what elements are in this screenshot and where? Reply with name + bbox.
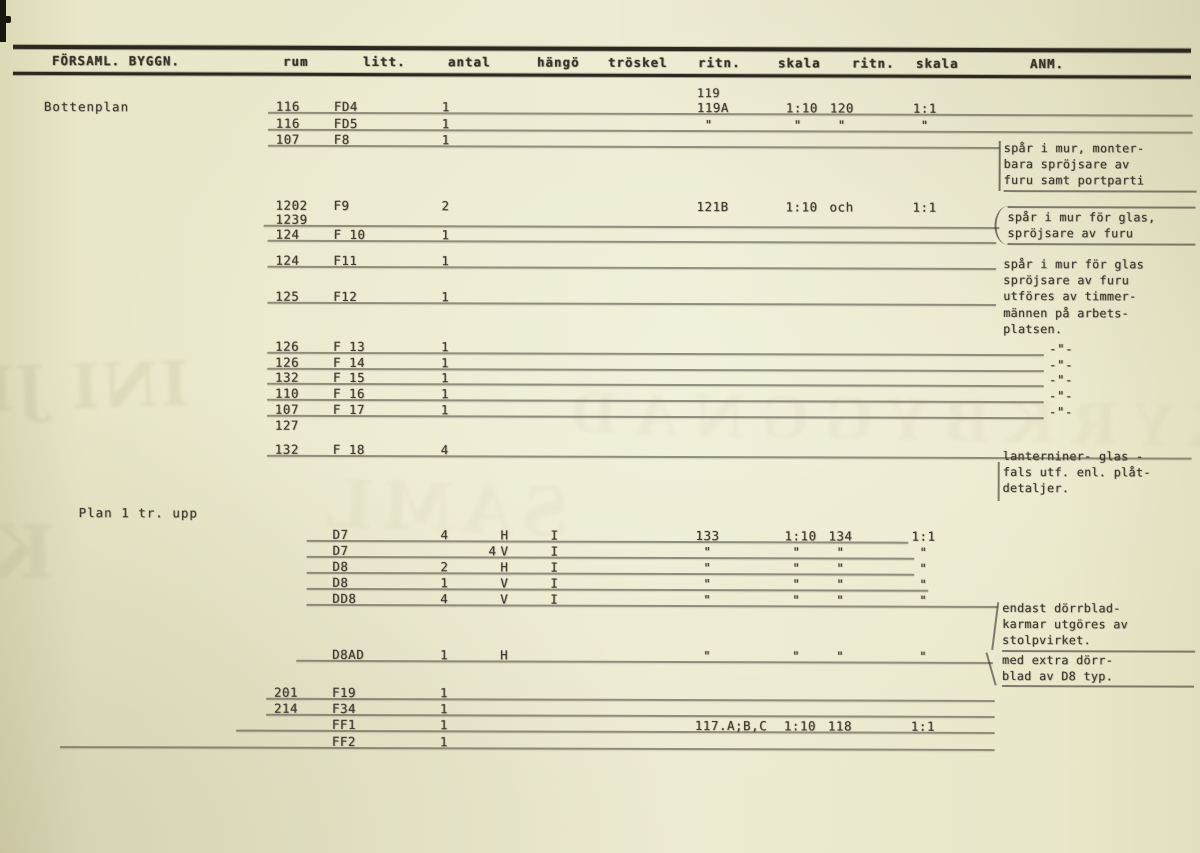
cell-rum: 127 (274, 417, 299, 433)
column-header: skala (915, 55, 959, 71)
row-underline (267, 351, 1045, 357)
column-header: ANM. (1029, 56, 1065, 72)
row-underline (267, 265, 997, 271)
row-underline (266, 398, 1044, 404)
row-underline (267, 111, 1193, 117)
row-underline (306, 555, 915, 560)
annotation-line: männen på arbets- (1003, 305, 1130, 321)
cell-ritn2: och (829, 199, 854, 215)
cell-rum: 1202 (275, 197, 308, 213)
cell-skala2: 1:1 (911, 528, 936, 544)
column-header: rum (282, 53, 309, 69)
annotation-line: detaljer. (1002, 481, 1070, 496)
row-underline (266, 414, 1044, 420)
annotation-line: karmar utgöres av (1002, 617, 1129, 632)
table-header-row: FÖRSAML. BYGGN. rum litt. antal hängö tröskel… (0, 0, 1200, 71)
cell-anm: -"- (1048, 404, 1074, 420)
row-underline (267, 301, 997, 307)
cell-skala2: " (919, 544, 928, 560)
annotation-block: lanterniner- glas - fals utf. enl. plåt-d… (1003, 448, 1151, 497)
column-header: litt. (362, 54, 406, 70)
scan-edge-bottom (0, 845, 1200, 853)
annotation-line: spår i mur för glas, (1007, 210, 1156, 225)
bleed-through-watermarks: INI JI K KYRKBYGGNAD SAML (0, 0, 1200, 596)
row-underline (306, 539, 909, 544)
row-underline (265, 697, 995, 703)
cell-anm: -"- (1049, 341, 1074, 357)
bleed-through-watermark: INI JI (0, 346, 191, 427)
section-labels: Bottenplan Plan 1 tr. upp (0, 0, 1200, 520)
section-label: Bottenplan (43, 99, 130, 115)
annotation-block: endast dörrblad-karmar utgöres av stolpvi… (1002, 600, 1196, 653)
row-underline (263, 224, 1000, 230)
cell-antal: 2 (441, 198, 450, 214)
row-underline (267, 367, 1045, 373)
table-body: 116 FD4 1 119A 1:10 120 1:1 116 FD5 1 " " " " 107 F8 1 12… (0, 0, 1200, 752)
annotation-line: bara spröjsare av (1003, 157, 1130, 172)
page-number: 119 (696, 86, 721, 101)
header-rule-bottom (12, 71, 1191, 79)
annotation-block: spår i mur för glas, spröjsare av furu (1007, 206, 1196, 247)
annotation-line: lanterniner- glas - (1002, 449, 1144, 464)
column-header: antal (447, 54, 491, 70)
annotation-line: furu samt portparti (1003, 173, 1145, 188)
cell-anm: -"- (1049, 357, 1074, 373)
column-header: ritn. (697, 55, 741, 71)
annotation-line: spår i mur, monter- (1003, 141, 1145, 156)
column-header: hängö (536, 54, 580, 70)
column-header: tröskel (607, 54, 668, 70)
annotation-line: fals utf. enl. plåt- (1002, 465, 1151, 480)
column-header: skala (777, 55, 821, 71)
cell-skala2: " (919, 560, 928, 576)
row-underline (306, 603, 999, 609)
bleed-through-watermark: K (0, 509, 55, 597)
cell-skala1: 1:10 (785, 199, 818, 215)
annotation-line: spröjsare av furu (1007, 226, 1134, 241)
row-underline (266, 382, 1044, 388)
annotation-line: med extra dörr- (1002, 653, 1114, 668)
row-underline (306, 587, 929, 592)
annotation-line: utföres av timmer- (1003, 289, 1137, 304)
cell-litt: F9 (333, 197, 350, 213)
annotation-line: blad av D8 typ. (1002, 669, 1114, 684)
row-underline (265, 713, 995, 719)
row-underline (296, 659, 994, 664)
row-underline (267, 239, 997, 245)
column-header: FÖRSAML. BYGGN. (51, 53, 180, 69)
annotation-line: platsen. (1003, 321, 1063, 337)
row-underline (306, 571, 915, 576)
section-label: Plan 1 tr. upp (78, 505, 198, 521)
cell-ritn1: 121B (696, 199, 729, 215)
row-underline (267, 144, 1000, 150)
column-header: ritn. (851, 55, 895, 71)
header-rule-top (13, 44, 1192, 53)
annotation-block: spår i mur för glas spröjsare av furu utfö… (1003, 256, 1144, 337)
cell-skala2: 1:1 (912, 199, 937, 215)
row-underline (59, 746, 995, 752)
scan-edge-mark-top-left-2 (0, 16, 11, 23)
cell-anm: -"- (1048, 388, 1074, 404)
annotation-line: spår i mur för glas (1003, 257, 1145, 272)
annotation-blocks: spår i mur, monter-bara spröjsare av furu… (0, 0, 1200, 689)
annotation-block: spår i mur, monter-bara spröjsare av furu… (1003, 140, 1197, 193)
cell-anm: -"- (1048, 372, 1074, 388)
annotation-block: med extra dörr-blad av D8 typ. (1002, 652, 1195, 689)
annotation-line: stolpvirket. (1002, 633, 1092, 648)
row-underline (267, 128, 1193, 134)
annotation-line: spröjsare av furu (1003, 273, 1130, 288)
annotation-line: endast dörrblad- (1002, 601, 1121, 616)
